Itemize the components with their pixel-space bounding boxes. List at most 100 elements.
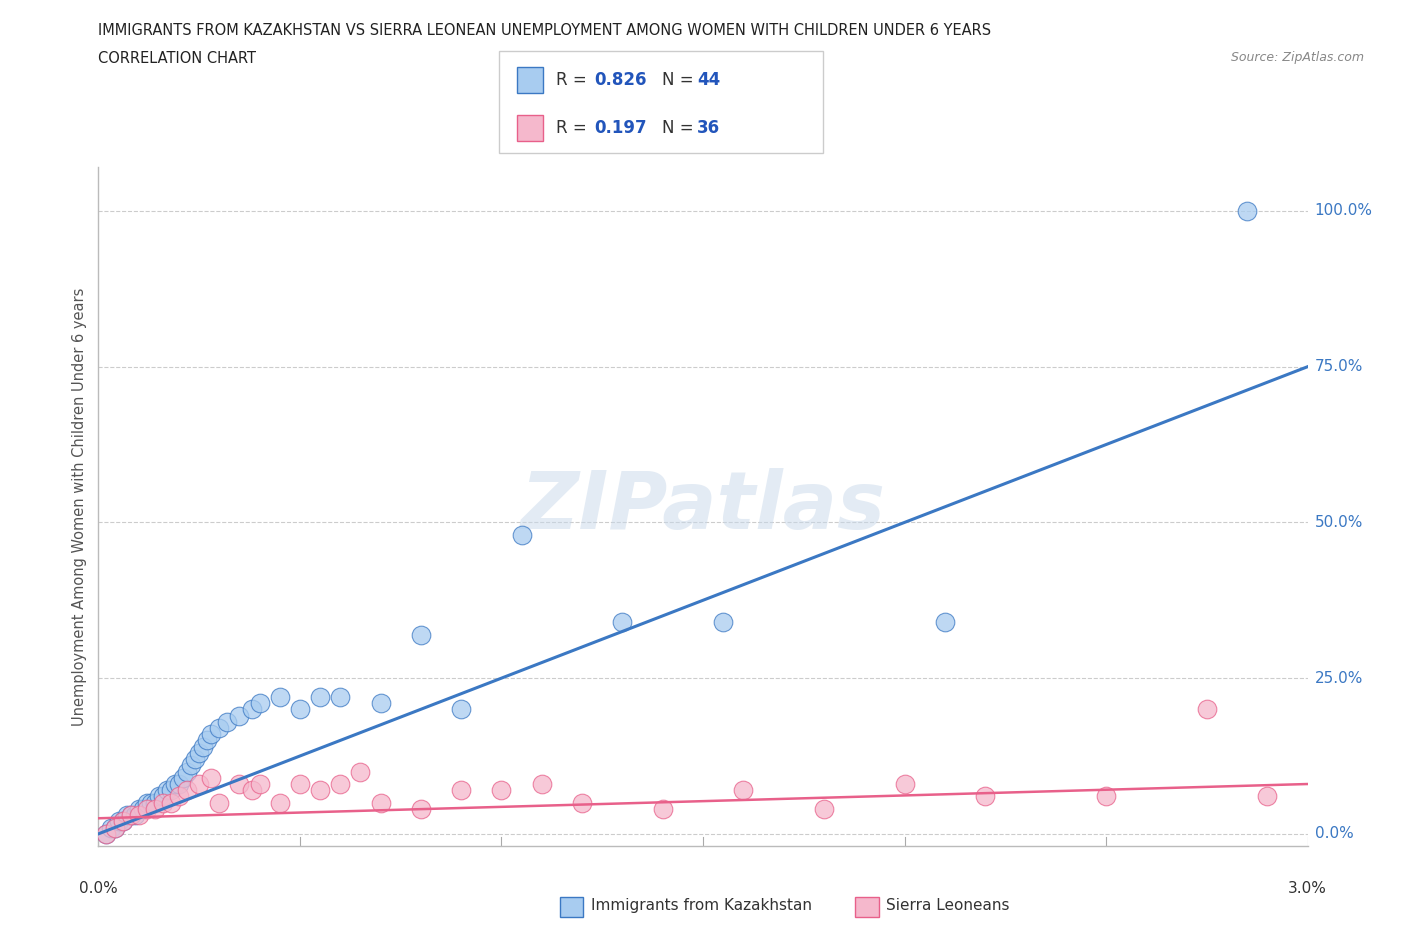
Point [111,814,134,829]
Text: 75.0%: 75.0% [1315,359,1362,374]
Point [172,770,194,785]
Point [103,820,125,835]
Point [409,802,432,817]
Text: Source: ZipAtlas.com: Source: ZipAtlas.com [1230,51,1364,64]
Y-axis label: Unemployment Among Women with Children Under 6 years: Unemployment Among Women with Children U… [72,287,87,726]
Text: 0.0%: 0.0% [1315,827,1354,842]
Text: 100.0%: 100.0% [1315,204,1372,219]
Text: 0.826: 0.826 [595,71,647,89]
Point [1195,702,1218,717]
Point [156,783,179,798]
Point [571,795,593,810]
Text: R =: R = [557,71,592,89]
Point [152,789,174,804]
Point [176,764,198,779]
Point [240,702,263,717]
Point [228,708,250,723]
Point [217,714,239,729]
Point [269,689,291,704]
Point [124,808,146,823]
Point [651,802,673,817]
Point [309,783,332,798]
Point [135,802,157,817]
Point [96,827,118,842]
Point [450,702,472,717]
Text: N =: N = [662,119,699,138]
Point [240,783,263,798]
Point [288,777,311,791]
Point [132,802,155,817]
Text: R =: R = [557,119,592,138]
Point [143,795,166,810]
Point [103,820,125,835]
Point [128,802,150,817]
Text: 0.0%: 0.0% [79,881,118,896]
Point [1256,789,1278,804]
Point [135,795,157,810]
Point [152,795,174,810]
Point [249,696,271,711]
Point [160,795,183,810]
Point [120,808,142,823]
Point [176,783,198,798]
Point [128,808,150,823]
Text: 3.0%: 3.0% [1288,881,1327,896]
Text: 0.197: 0.197 [595,119,647,138]
Text: 50.0%: 50.0% [1315,515,1362,530]
Text: CORRELATION CHART: CORRELATION CHART [98,51,256,66]
Point [409,627,432,642]
Point [269,795,291,810]
Point [115,808,138,823]
Point [188,746,211,761]
Point [120,808,142,823]
Text: Sierra Leoneans: Sierra Leoneans [886,898,1010,913]
Point [148,789,170,804]
Point [733,783,755,798]
Point [200,726,222,741]
Text: 36: 36 [697,119,720,138]
Point [200,770,222,785]
Point [1095,789,1118,804]
Point [1236,204,1258,219]
Point [510,527,533,542]
Text: 44: 44 [697,71,720,89]
Point [180,758,202,773]
Point [184,751,207,766]
Point [349,764,371,779]
Point [208,721,231,736]
Point [530,777,553,791]
Point [370,696,392,711]
Point [228,777,250,791]
Point [160,783,183,798]
Text: Immigrants from Kazakhstan: Immigrants from Kazakhstan [591,898,811,913]
Point [167,777,190,791]
Point [139,795,162,810]
Point [249,777,271,791]
Point [167,789,190,804]
Point [612,615,634,630]
Point [143,802,166,817]
Point [370,795,392,810]
Text: IMMIGRANTS FROM KAZAKHSTAN VS SIERRA LEONEAN UNEMPLOYMENT AMONG WOMEN WITH CHILD: IMMIGRANTS FROM KAZAKHSTAN VS SIERRA LEO… [98,23,991,38]
Text: 25.0%: 25.0% [1315,671,1362,685]
Point [96,827,118,842]
Point [100,820,122,835]
Text: ZIPatlas: ZIPatlas [520,468,886,546]
Point [107,814,129,829]
Point [195,733,218,748]
Point [491,783,513,798]
Point [309,689,332,704]
Point [329,777,352,791]
Point [974,789,997,804]
Point [188,777,211,791]
Point [934,615,956,630]
Point [813,802,835,817]
Point [893,777,915,791]
Point [450,783,472,798]
Text: N =: N = [662,71,699,89]
Point [711,615,734,630]
Point [329,689,352,704]
Point [163,777,186,791]
Point [193,739,215,754]
Point [208,795,231,810]
